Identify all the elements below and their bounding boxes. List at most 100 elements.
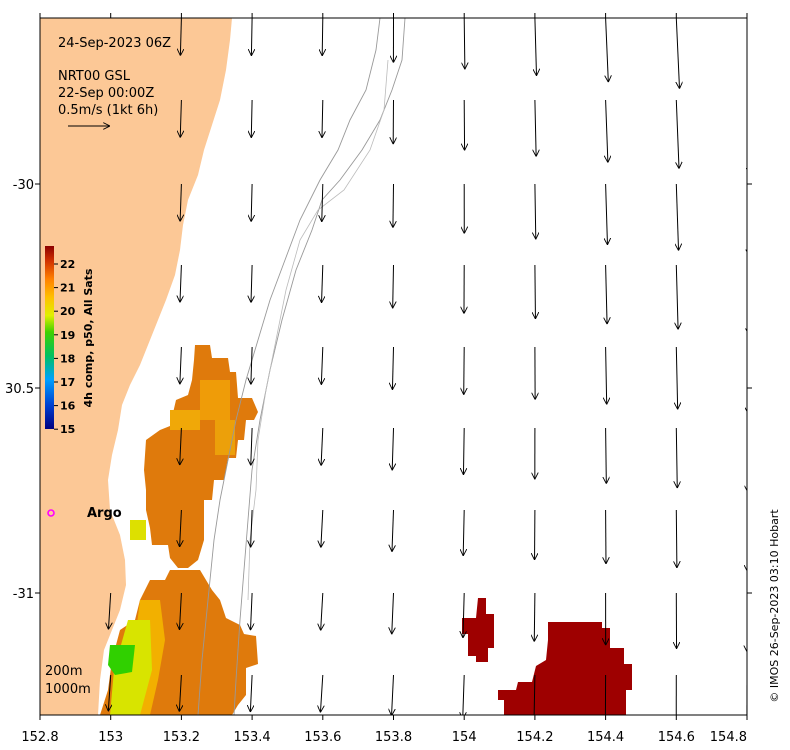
x-tick-label: 153.6 (304, 730, 341, 745)
sst-patch-hot-2 (498, 622, 632, 715)
current-arrow (321, 509, 323, 548)
y-tick-label: 30.5 (5, 382, 34, 397)
current-arrow (180, 264, 181, 302)
y-tick-label: -30 (13, 178, 34, 193)
current-arrow (463, 509, 464, 556)
current-arrow (251, 183, 252, 222)
argo-label: Argo (87, 506, 122, 521)
x-tick-label: 153.8 (375, 730, 412, 745)
current-arrow (321, 346, 322, 385)
x-tick-label: 153 (98, 730, 123, 745)
current-arrow (676, 264, 678, 329)
current-arrow (535, 99, 536, 157)
contour-200m (197, 18, 381, 715)
current-arrow (180, 183, 181, 221)
current-arrow (180, 99, 181, 138)
current-arrow (535, 183, 536, 239)
current-arrow (676, 183, 678, 251)
sst-cell (130, 520, 146, 540)
x-axis: 152.8 153 153.2 153.4 153.6 153.8 154 15… (21, 13, 748, 745)
contour-200m-label: 200m (45, 664, 82, 679)
x-tick-label: 154.2 (516, 730, 553, 745)
current-arrow (251, 509, 252, 547)
current-arrow (250, 592, 252, 630)
current-arrow (606, 183, 608, 245)
x-tick-label: 153.2 (163, 730, 200, 745)
current-arrow (179, 674, 181, 712)
current-arrow (393, 264, 394, 308)
current-arrow (108, 674, 110, 711)
current-arrow (534, 592, 535, 642)
current-arrow (606, 18, 609, 82)
model-label: NRT00 GSL (58, 69, 131, 84)
colorbar-tick-label: 20 (60, 305, 76, 318)
current-arrow (251, 18, 252, 56)
current-arrow (250, 674, 252, 712)
colorbar-tick-label: 22 (60, 258, 75, 271)
current-arrow (464, 18, 465, 69)
current-vectors (108, 18, 747, 715)
sst-cell (215, 420, 235, 455)
current-arrow (746, 18, 747, 95)
current-arrow (392, 674, 394, 715)
current-arrow (180, 346, 182, 384)
sst-patch-hot-1 (462, 598, 494, 662)
y-axis: -30 30.5 -31 (5, 178, 752, 602)
current-arrow (180, 427, 182, 465)
land-mass (40, 18, 232, 715)
colorbar-tick-label: 19 (60, 329, 75, 342)
timestamp-label: 24-Sep-2023 06Z (58, 36, 171, 51)
arrow-scale-label: 0.5m/s (1kt 6h) (58, 103, 158, 118)
current-arrow (606, 346, 607, 404)
current-arrow (535, 264, 536, 319)
current-arrow (180, 18, 181, 56)
x-tick-label: 154.8 (710, 730, 747, 745)
current-arrow (392, 592, 394, 634)
colorbar: 22 21 20 19 18 17 16 15 4h comp, p50, All Sats (45, 246, 95, 436)
current-arrow (179, 592, 181, 630)
current-arrow (676, 346, 677, 409)
colorbar-tick-label: 21 (60, 282, 75, 295)
current-date-label: 22-Sep 00:00Z (58, 86, 154, 101)
current-arrow (535, 18, 537, 76)
current-arrow (676, 427, 677, 488)
current-arrow (393, 183, 394, 228)
current-arrow (251, 264, 252, 303)
argo-marker[interactable] (47, 509, 55, 517)
current-arrow (606, 99, 608, 163)
x-tick-label: 152.8 (21, 730, 58, 745)
colorbar-tick-label: 17 (60, 376, 75, 389)
sst-cell (170, 410, 200, 430)
x-tick-label: 154.6 (658, 730, 695, 745)
credit-text: © IMOS 26-Sep-2023 03:10 Hobart (768, 509, 781, 703)
current-arrow (392, 346, 393, 390)
sst-patch-warm (144, 345, 258, 568)
current-arrow (676, 18, 679, 89)
current-arrow (322, 18, 323, 56)
contour-outer (247, 59, 389, 601)
current-arrow (463, 427, 464, 475)
colorbar-tick-label: 16 (60, 400, 76, 413)
current-arrow (676, 509, 677, 568)
current-arrow (392, 427, 393, 470)
current-arrow (463, 592, 464, 638)
x-tick-label: 153.4 (233, 730, 270, 745)
y-tick-label: -31 (13, 587, 34, 602)
contour-1000m-label: 1000m (45, 682, 91, 697)
current-arrow (251, 346, 252, 385)
x-tick-label: 154 (452, 730, 477, 745)
current-arrow (463, 674, 464, 715)
current-arrow (180, 509, 182, 547)
sst-patch-yellow (200, 380, 230, 420)
colorbar-label: 4h comp, p50, All Sats (82, 268, 95, 407)
current-arrow (251, 99, 252, 138)
current-arrow (533, 674, 536, 715)
colorbar-tick-label: 18 (60, 352, 75, 365)
colorbar-tick-label: 15 (60, 423, 75, 436)
current-arrow (606, 264, 607, 324)
current-arrow (108, 592, 110, 629)
current-arrow (321, 592, 323, 630)
current-arrow (676, 99, 679, 169)
current-arrow (251, 427, 252, 465)
